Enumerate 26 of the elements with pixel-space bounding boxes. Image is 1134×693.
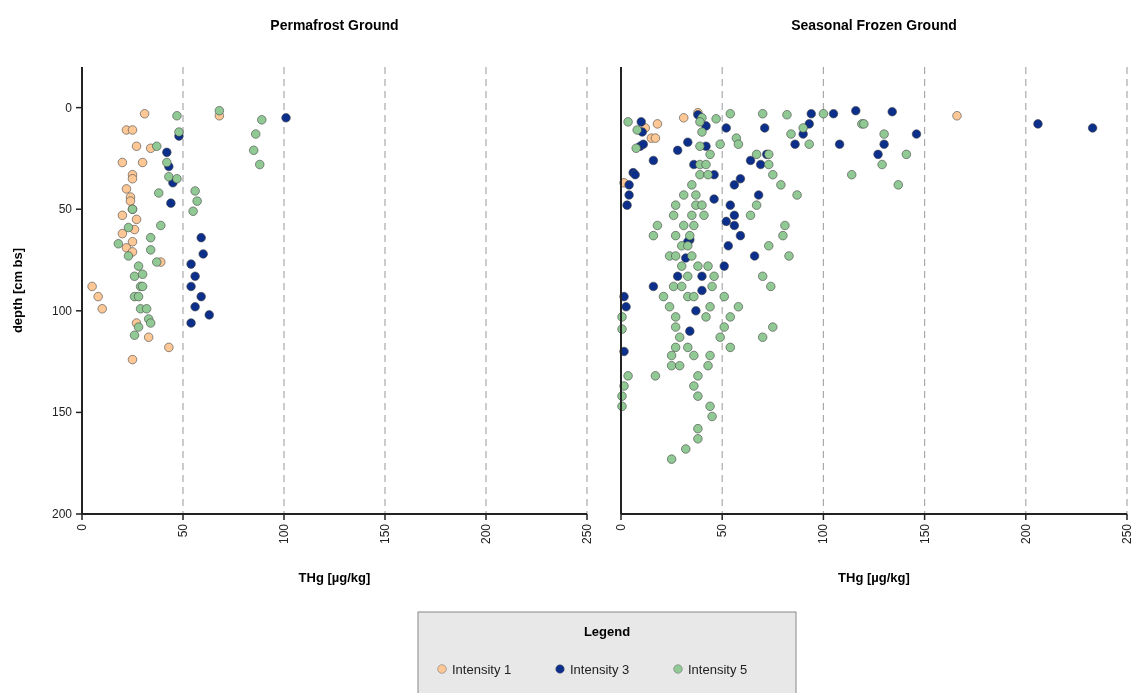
- x-tick-label: 250: [1120, 523, 1134, 545]
- legend-label: Intensity 3: [570, 662, 630, 677]
- y-tick-label: 0: [65, 100, 73, 115]
- x-tick-label: 0: [75, 523, 89, 531]
- x-tick-label: 200: [479, 523, 493, 545]
- x-axis-title: THg [µg/kg]: [838, 570, 910, 585]
- y-tick-label: 100: [51, 303, 73, 318]
- x-tick-label: 0: [614, 523, 628, 531]
- x-tick-label: 150: [378, 523, 392, 545]
- x-tick-label: 200: [1018, 523, 1033, 545]
- legend-label: Intensity 5: [688, 662, 748, 677]
- y-tick-label: 50: [58, 202, 73, 217]
- chart-title: Seasonal Frozen Ground: [791, 17, 957, 33]
- x-tick-label: 50: [715, 523, 730, 538]
- y-axis-title: depth [cm bs]: [10, 247, 25, 334]
- legend-label: Intensity 1: [452, 662, 512, 677]
- y-tick-label: 200: [51, 507, 73, 521]
- chart-title: Permafrost Ground: [270, 17, 399, 33]
- x-tick-label: 250: [580, 523, 594, 545]
- x-axis-title: THg [µg/kg]: [298, 570, 371, 585]
- y-tick-label: 150: [51, 405, 73, 420]
- x-tick-label: 100: [816, 523, 831, 545]
- legend-title: Legend: [583, 624, 631, 639]
- x-tick-label: 150: [917, 523, 932, 545]
- x-tick-label: 100: [277, 523, 291, 545]
- x-tick-label: 50: [176, 523, 190, 538]
